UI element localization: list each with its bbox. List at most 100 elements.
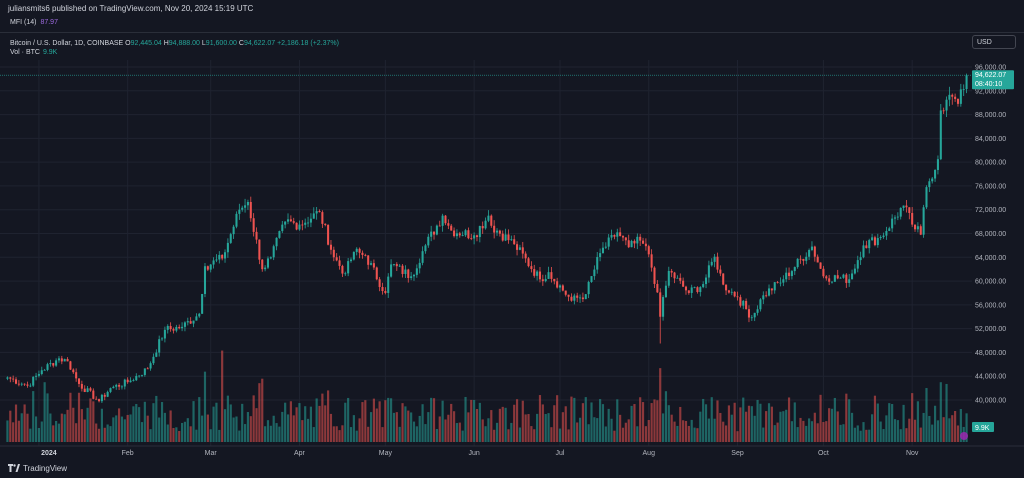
candle-body [587, 282, 590, 295]
x-axis-tick-label: May [379, 450, 393, 457]
volume-bar [450, 403, 453, 442]
candle-body [851, 273, 854, 280]
volume-bar [158, 417, 161, 442]
volume-bar [584, 397, 587, 442]
volume-bar [959, 409, 962, 442]
candle-body [152, 356, 155, 364]
candle-body [759, 299, 762, 310]
candle-body [725, 284, 728, 291]
candle-body [478, 226, 481, 238]
volume-bar [596, 418, 599, 442]
mfi-legend[interactable]: MFI (14) 87.97 [10, 19, 58, 26]
candle-body [796, 258, 799, 268]
candle-body [66, 359, 69, 362]
candle-body [536, 271, 539, 276]
candle-body [636, 236, 639, 244]
volume-bar [742, 397, 745, 442]
volume-legend[interactable]: Vol · BTC 9.9K [10, 49, 57, 56]
candle-body [722, 273, 725, 285]
candle-body [664, 285, 667, 298]
volume-bar [673, 421, 676, 442]
volume-bar [782, 411, 785, 442]
volume-bar [166, 424, 169, 442]
candle-body [40, 370, 43, 375]
currency-button[interactable]: USD [972, 35, 1016, 49]
candle-body [507, 234, 510, 241]
volume-bar [123, 419, 126, 442]
candle-body [581, 297, 584, 300]
candle-body [802, 258, 805, 261]
symbol-legend[interactable]: Bitcoin / U.S. Dollar, 1D, COINBASE O92,… [10, 40, 339, 47]
candle-body [767, 288, 771, 296]
volume-bar [66, 409, 69, 442]
candle-body [235, 213, 238, 227]
volume-bar [89, 398, 92, 442]
x-axis-tick-label: Mar [205, 450, 218, 457]
volume-bar [321, 393, 324, 442]
volume-bar [83, 419, 86, 442]
candle-body [670, 270, 673, 273]
volume-bar [172, 428, 175, 442]
volume-bar [954, 410, 957, 442]
volume-bar [859, 430, 862, 442]
volume-bar [747, 405, 751, 442]
volume-bar [352, 415, 355, 442]
volume-bar [490, 410, 493, 442]
volume-bar [218, 429, 221, 442]
candle-body [183, 322, 186, 327]
candle-body [593, 269, 596, 277]
candle-body [745, 300, 748, 310]
volume-bar [464, 396, 467, 442]
volume-bar [753, 415, 756, 442]
volume-bar [667, 405, 670, 442]
candle-body [407, 269, 410, 278]
volume-bar [97, 428, 101, 442]
candle-body [355, 248, 358, 252]
candle-body [607, 237, 610, 247]
candle-body [115, 384, 118, 387]
candle-body [381, 286, 384, 292]
volume-bar [704, 404, 708, 442]
volume-bar [401, 403, 404, 442]
candle-body [309, 218, 312, 223]
x-axis-tick-label: Jun [468, 450, 479, 457]
volume-bar [369, 412, 373, 442]
y-axis-tick-label: 56,000.00 [975, 302, 1006, 309]
candle-body [163, 329, 166, 339]
candle-body [149, 363, 152, 369]
volume-bar [736, 431, 739, 442]
volume-bar [833, 397, 836, 442]
candle-body [922, 207, 925, 235]
volume-bar [407, 410, 410, 442]
candle-body [567, 294, 570, 297]
y-axis-tick-label: 40,000.00 [975, 398, 1006, 405]
volume-bar [338, 430, 341, 442]
volume-bar [599, 399, 602, 442]
volume-bar [43, 382, 46, 442]
volume-bar [684, 420, 688, 442]
candle-body [828, 278, 831, 282]
candle-body [347, 261, 350, 274]
volume-bar [899, 429, 902, 442]
volume-bar [538, 395, 542, 442]
volume-bar [745, 411, 748, 442]
candle-body [490, 215, 493, 226]
volume-bar [60, 413, 63, 442]
candle-body [241, 207, 244, 210]
volume-bar [650, 403, 653, 442]
footer-brand[interactable]: TradingView [8, 464, 67, 473]
volume-bar [767, 403, 771, 442]
volume-bar [816, 423, 819, 442]
volume-bar [367, 426, 370, 442]
volume-value: 9.9K [42, 49, 58, 56]
volume-bar [375, 408, 378, 442]
candle-body [573, 295, 576, 301]
volume-bar [733, 402, 736, 442]
candle-body [630, 240, 633, 248]
symbol-name: Bitcoin / U.S. Dollar, 1D, COINBASE [10, 40, 124, 47]
volume-bar [378, 401, 381, 442]
volume-bar [424, 424, 427, 442]
candle-body [338, 260, 341, 266]
